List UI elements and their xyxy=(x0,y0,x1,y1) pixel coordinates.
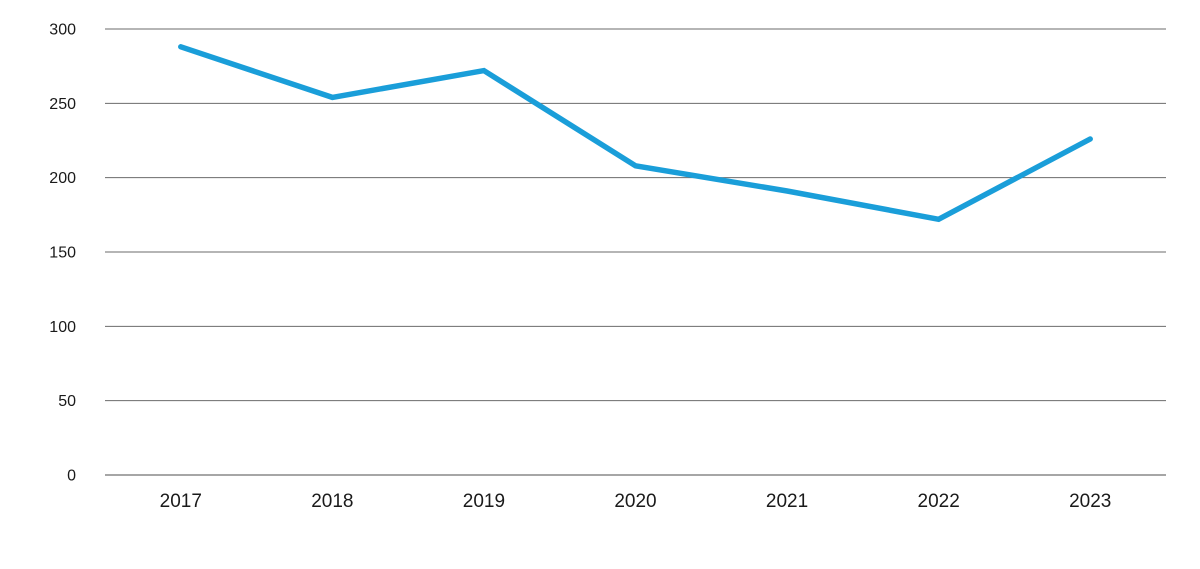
x-axis-tick-label: 2018 xyxy=(311,491,353,512)
y-axis-tick-label: 150 xyxy=(49,245,76,262)
y-axis-tick-label: 250 xyxy=(49,96,76,113)
data-series-line xyxy=(178,44,1093,223)
x-axis-tick-label: 2019 xyxy=(463,491,505,512)
y-axis-tick-label: 50 xyxy=(58,393,76,410)
y-axis-tick-label: 100 xyxy=(49,319,76,336)
y-axis-tick-label: 300 xyxy=(49,22,76,39)
y-axis-tick-label: 0 xyxy=(67,468,76,485)
x-axis-tick-label: 2021 xyxy=(766,491,808,512)
x-axis-tick-label: 2017 xyxy=(160,491,202,512)
x-axis-tick-label: 2020 xyxy=(614,491,656,512)
y-axis-tick-label: 200 xyxy=(49,170,76,187)
x-axis-tick-label: 2023 xyxy=(1069,491,1111,512)
x-axis-tick-label: 2022 xyxy=(918,491,960,512)
